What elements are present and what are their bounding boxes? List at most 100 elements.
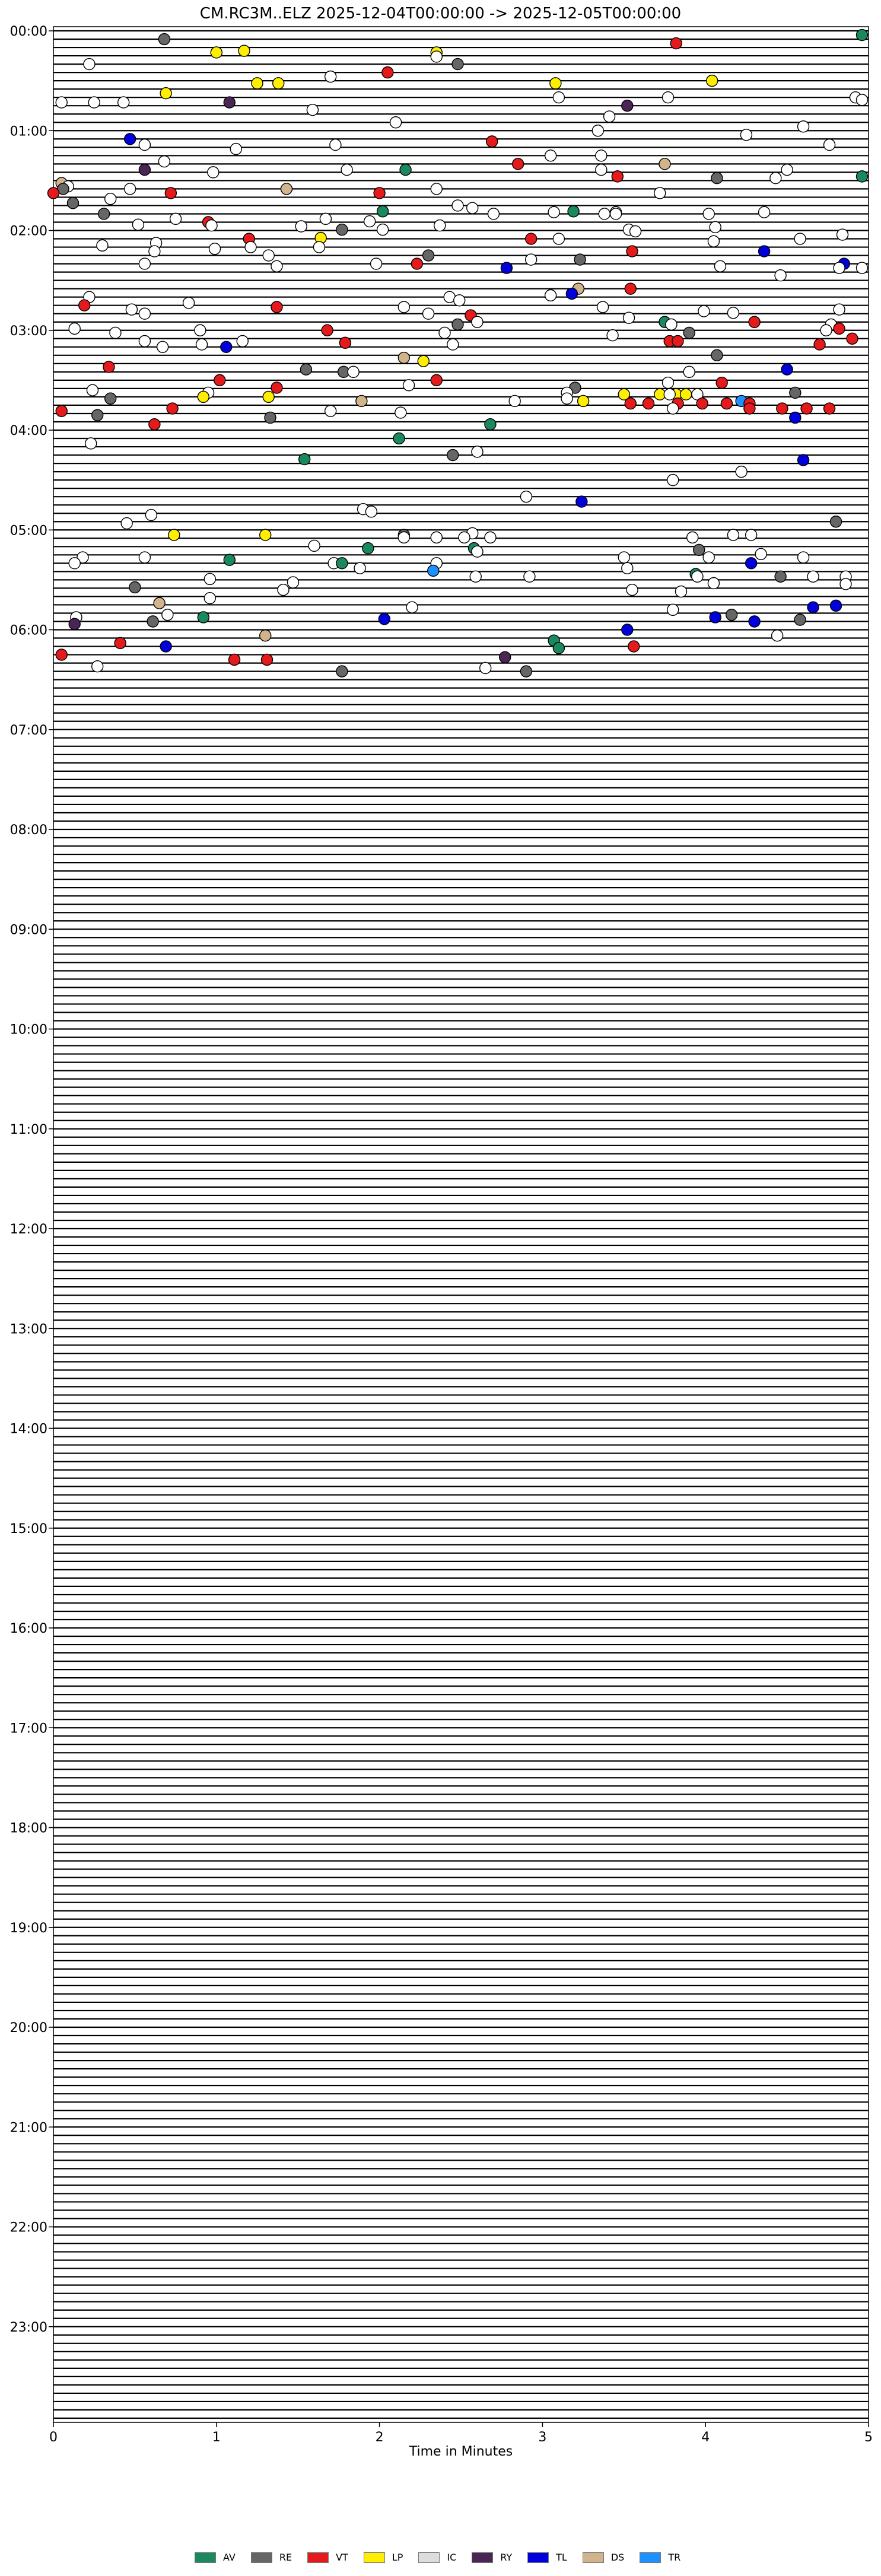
event-marker: [378, 613, 391, 625]
event-marker: [686, 531, 699, 544]
event-marker: [324, 70, 337, 83]
event-marker: [709, 611, 721, 624]
event-marker: [661, 91, 675, 104]
event-marker: [397, 351, 411, 364]
event-marker: [698, 305, 710, 317]
y-tick-label: 20:00: [10, 2021, 47, 2036]
event-marker: [748, 615, 761, 628]
event-marker: [138, 307, 151, 320]
event-marker: [667, 402, 679, 415]
event-marker: [147, 615, 159, 628]
event-marker: [781, 363, 793, 376]
event-marker: [129, 581, 141, 594]
event-marker: [618, 388, 631, 400]
legend-item: VT: [307, 2552, 348, 2563]
y-tick-label: 11:00: [10, 1122, 47, 1137]
event-marker: [376, 205, 389, 218]
event-marker: [160, 87, 172, 100]
x-tick-label: 1: [212, 2430, 221, 2445]
event-marker: [104, 193, 117, 205]
event-marker: [164, 187, 177, 199]
legend-label: AV: [223, 2552, 236, 2563]
event-marker: [520, 665, 533, 678]
event-marker: [370, 257, 383, 270]
event-marker: [341, 163, 353, 176]
legend-swatch: [582, 2552, 604, 2563]
event-marker: [598, 208, 611, 220]
event-marker: [665, 318, 678, 331]
legend-swatch: [527, 2552, 549, 2563]
y-tick-label: 21:00: [10, 2120, 47, 2135]
event-marker: [683, 326, 695, 339]
event-marker: [758, 245, 771, 257]
event-marker: [523, 570, 536, 583]
event-marker: [434, 219, 446, 232]
legend-swatch: [307, 2552, 329, 2563]
event-marker: [169, 212, 182, 225]
event-marker: [855, 262, 869, 274]
event-marker: [156, 341, 169, 354]
event-marker: [88, 96, 100, 109]
event-marker: [153, 597, 166, 609]
event-marker: [271, 260, 283, 272]
event-marker: [552, 233, 565, 245]
event-marker: [427, 564, 440, 577]
event-marker: [160, 640, 172, 653]
event-marker: [148, 245, 161, 257]
event-marker: [306, 104, 319, 116]
legend-swatch: [418, 2552, 440, 2563]
legend-item: DS: [582, 2552, 625, 2563]
event-marker: [855, 28, 869, 42]
legend-item: AV: [195, 2552, 236, 2563]
event-marker: [347, 365, 360, 379]
event-marker: [552, 642, 565, 654]
event-marker: [83, 58, 96, 71]
y-tick-label: 10:00: [10, 1023, 47, 1038]
event-marker: [158, 155, 171, 168]
event-marker: [389, 116, 402, 129]
event-marker: [262, 390, 275, 403]
event-marker: [298, 453, 311, 466]
legend-swatch: [640, 2552, 661, 2563]
y-tick-label: 00:00: [10, 24, 47, 39]
event-marker: [411, 257, 424, 270]
event-marker: [714, 260, 727, 272]
event-marker: [117, 96, 130, 109]
event-marker: [280, 183, 293, 195]
event-marker: [486, 135, 498, 148]
event-marker: [807, 570, 819, 583]
event-marker: [693, 543, 705, 556]
x-tick-label: 0: [49, 2430, 58, 2445]
legend-label: DS: [610, 2552, 625, 2563]
event-marker: [755, 548, 767, 561]
legend-swatch: [363, 2552, 385, 2563]
event-marker: [748, 316, 761, 328]
event-marker: [458, 531, 470, 544]
event-marker: [577, 395, 590, 408]
event-marker: [621, 562, 634, 574]
event-marker: [55, 96, 68, 109]
legend-label: LP: [392, 2552, 403, 2563]
event-marker: [402, 379, 415, 392]
event-marker: [621, 624, 634, 636]
event-marker: [618, 551, 631, 564]
event-marker: [471, 446, 484, 458]
event-marker: [561, 392, 573, 405]
event-marker: [223, 554, 236, 566]
event-marker: [591, 125, 605, 137]
event-marker: [205, 219, 218, 232]
y-tick-label: 12:00: [10, 1222, 47, 1237]
event-marker: [132, 218, 145, 231]
event-marker: [197, 390, 210, 403]
event-marker: [438, 326, 451, 339]
x-tick-label: 3: [538, 2430, 546, 2445]
event-marker: [725, 609, 738, 621]
chart-title: CM.RC3M..ELZ 2025-12-04T00:00:00 -> 2025…: [199, 5, 682, 23]
event-marker: [376, 223, 389, 236]
legend-label: IC: [447, 2552, 457, 2563]
event-marker: [406, 601, 418, 613]
event-marker: [776, 402, 788, 415]
event-marker: [833, 303, 845, 316]
event-marker: [484, 531, 497, 544]
event-marker: [711, 171, 723, 185]
